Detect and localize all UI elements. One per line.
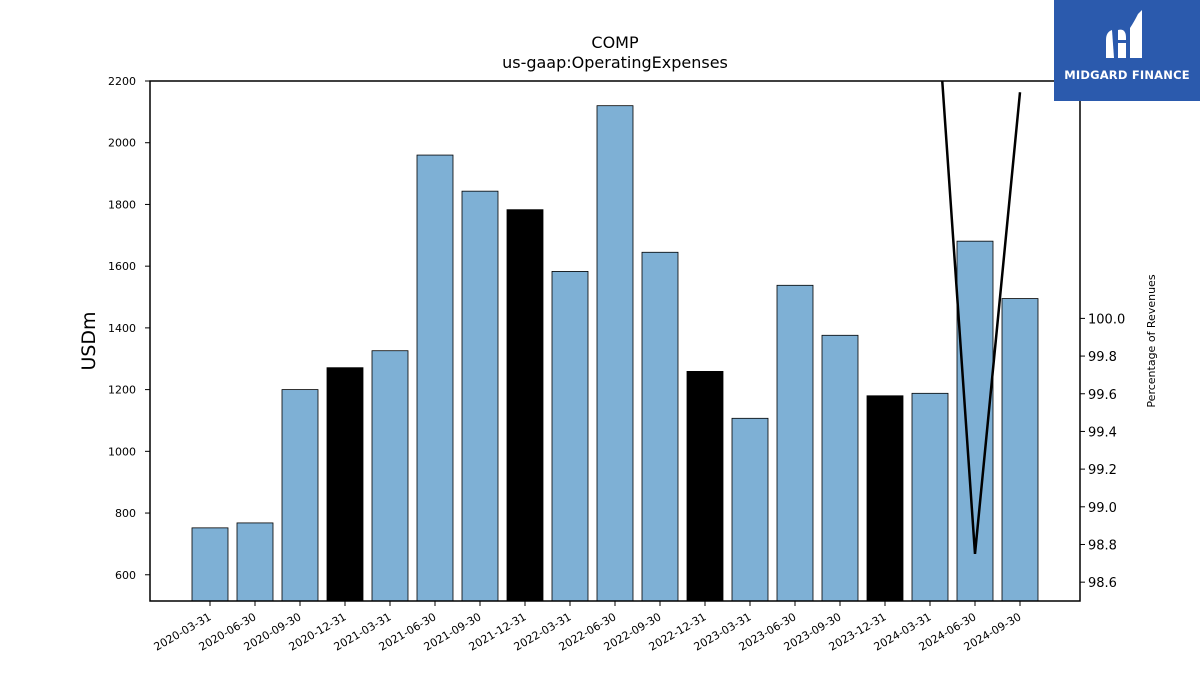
- y-right-tick-label: 98.8: [1088, 538, 1117, 553]
- bar-2022-09-30: [641, 251, 679, 602]
- bar-2020-03-31: [191, 527, 229, 602]
- y-right-tick-label: 99.6: [1088, 388, 1117, 403]
- bar-2020-06-30: [236, 522, 274, 602]
- midgard-finance-logo: MIDGARD FINANCE: [1054, 0, 1200, 101]
- bar-2023-06-30: [776, 284, 814, 602]
- logo-text: MIDGARD FINANCE: [1064, 68, 1190, 82]
- y-tick-label: 1200: [108, 384, 136, 397]
- bar-2024-03-31: [911, 392, 949, 602]
- bar-2021-09-30: [461, 190, 499, 602]
- y-tick-label: 600: [115, 569, 136, 582]
- bar-2020-12-31: [326, 367, 364, 602]
- bar-2021-12-31: [506, 209, 544, 602]
- y-axis-right: 98.6 98.8 99.0 99.2 99.4 99.6 99.8 100.0: [1080, 312, 1125, 591]
- bar-series: [191, 105, 1039, 602]
- bar-2023-03-31: [731, 417, 769, 602]
- y-tick-label: 800: [115, 507, 136, 520]
- y-right-tick-label: 99.2: [1088, 463, 1117, 478]
- y-axis-right-label: Percentage of Revenues: [1145, 274, 1158, 407]
- x-axis: 2020-03-312020-06-302020-09-302020-12-31…: [152, 601, 1024, 654]
- y-tick-label: 1000: [108, 445, 136, 458]
- y-right-tick-label: 100.0: [1088, 312, 1125, 327]
- y-right-tick-label: 99.4: [1088, 425, 1117, 440]
- line-series-0: [941, 81, 1022, 555]
- y-axis-left: 600 800 1000 1200 1400 1600 1800 2000 2200: [108, 75, 150, 582]
- y-tick-label: 2200: [108, 75, 136, 88]
- bar-2023-12-31: [866, 395, 904, 602]
- midgard-m-icon: [1106, 10, 1142, 58]
- bar-2023-09-30: [821, 334, 859, 602]
- bar-2022-03-31: [551, 271, 589, 602]
- y-tick-label: 1600: [108, 260, 136, 273]
- bar-2022-12-31: [686, 370, 724, 602]
- bar-2021-03-31: [371, 350, 409, 602]
- chart-title: COMP: [591, 33, 639, 52]
- y-tick-label: 2000: [108, 137, 136, 150]
- y-tick-label: 1400: [108, 322, 136, 335]
- y-tick-label: 1800: [108, 198, 136, 211]
- y-axis-label: USDm: [78, 311, 100, 370]
- bar-2024-09-30: [1001, 298, 1039, 602]
- bar-2021-06-30: [416, 154, 454, 602]
- bar-2020-09-30: [281, 389, 319, 602]
- chart-subtitle: us-gaap:OperatingExpenses: [502, 53, 728, 72]
- line-series: [941, 81, 1022, 555]
- y-right-tick-label: 99.8: [1088, 350, 1117, 365]
- y-right-tick-label: 99.0: [1088, 501, 1117, 516]
- y-right-tick-label: 98.6: [1088, 576, 1117, 591]
- bar-2022-06-30: [596, 105, 634, 602]
